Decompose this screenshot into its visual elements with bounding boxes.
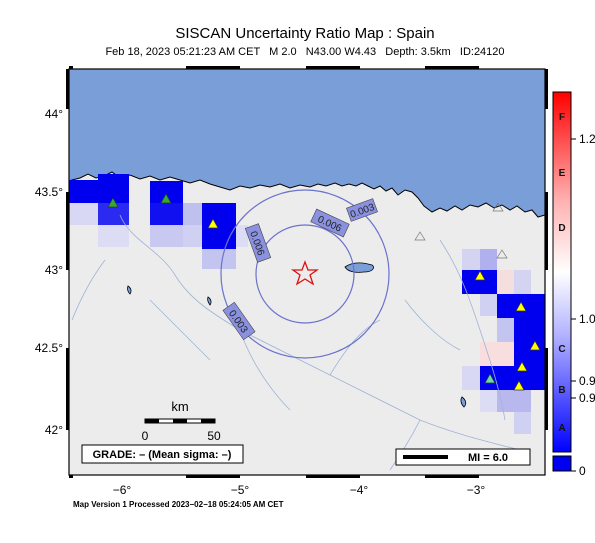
uncertainty-cells-west (69, 174, 248, 269)
scale-bar: km 0 50 (142, 399, 221, 443)
station-triangle-icon (516, 361, 528, 372)
map-area: 0.006 0.006 0.003 0.003 (69, 69, 545, 475)
lat-tick-label: 44° (45, 107, 63, 121)
colorbar-letter: E (559, 168, 566, 179)
colorbar-letter: B (558, 385, 565, 396)
colorbar-value: 1.2 (579, 132, 595, 146)
mi-legend: MI = 6.0 (395, 448, 531, 466)
grade-box: GRADE: – (Mean sigma: –) (81, 444, 244, 464)
station-triangle-icon (515, 301, 527, 312)
map-border-ticks (66, 66, 548, 478)
colorbar-value: 0.9 (579, 391, 595, 405)
lat-tick-label: 43° (45, 263, 63, 277)
event-info: Feb 18, 2023 05:21:23 AM CET M 2.0 N43.0… (105, 46, 505, 58)
lat-tick-label: 42.5° (35, 341, 63, 355)
colorbar-letter: F (559, 112, 565, 123)
colorbar-value: 0.9 (579, 374, 595, 388)
scale-unit: km (171, 399, 188, 414)
map-title: SISCAN Uncertainty Ratio Map : Spain (175, 25, 435, 42)
lat-tick-label: 43.5° (35, 185, 63, 199)
longitude-axis: −6° −5° −4° −3° (113, 483, 486, 497)
station-triangle-icon (496, 249, 508, 259)
lon-tick-label: −6° (113, 483, 132, 497)
mi-text: MI = 6.0 (468, 452, 508, 464)
lat-tick-label: 42° (45, 423, 63, 437)
colorbar-letter: D (558, 223, 565, 234)
lon-tick-label: −4° (350, 483, 369, 497)
station-triangle-icon (107, 197, 119, 208)
uncertainty-cells-east (462, 249, 545, 434)
uncertainty-contours (220, 189, 390, 359)
sea (69, 69, 545, 218)
epicenter-star-icon (290, 260, 320, 286)
latitude-axis: 44° 43.5° 43° 42.5° 42° (35, 107, 63, 437)
stations (107, 193, 541, 391)
scale-max: 50 (207, 429, 221, 443)
colorbar-value: 1.0 (579, 312, 595, 326)
station-triangle-icon (474, 270, 486, 281)
station-triangle-icon (414, 231, 426, 241)
scale-min: 0 (142, 429, 149, 443)
station-triangle-icon (484, 373, 496, 384)
lon-tick-label: −5° (231, 483, 250, 497)
station-triangle-icon (529, 340, 541, 351)
station-triangle-icon (492, 202, 504, 212)
station-triangle-icon (160, 193, 172, 204)
colorbar-letter: A (558, 423, 565, 434)
station-triangle-icon (513, 380, 525, 391)
colorbar-zero: 0 (579, 464, 586, 478)
colorbar: F E D C B A 1.2 1.0 0.9 0.9 0 (552, 91, 595, 478)
reservoirs (127, 262, 467, 408)
grade-text: GRADE: – (Mean sigma: –) (93, 449, 232, 461)
lon-tick-label: −3° (467, 483, 486, 497)
colorbar-letter: C (558, 344, 565, 355)
station-triangle-icon (207, 218, 219, 229)
processing-footer: Map Version 1 Processed 2023−02−18 05:24… (73, 500, 284, 509)
